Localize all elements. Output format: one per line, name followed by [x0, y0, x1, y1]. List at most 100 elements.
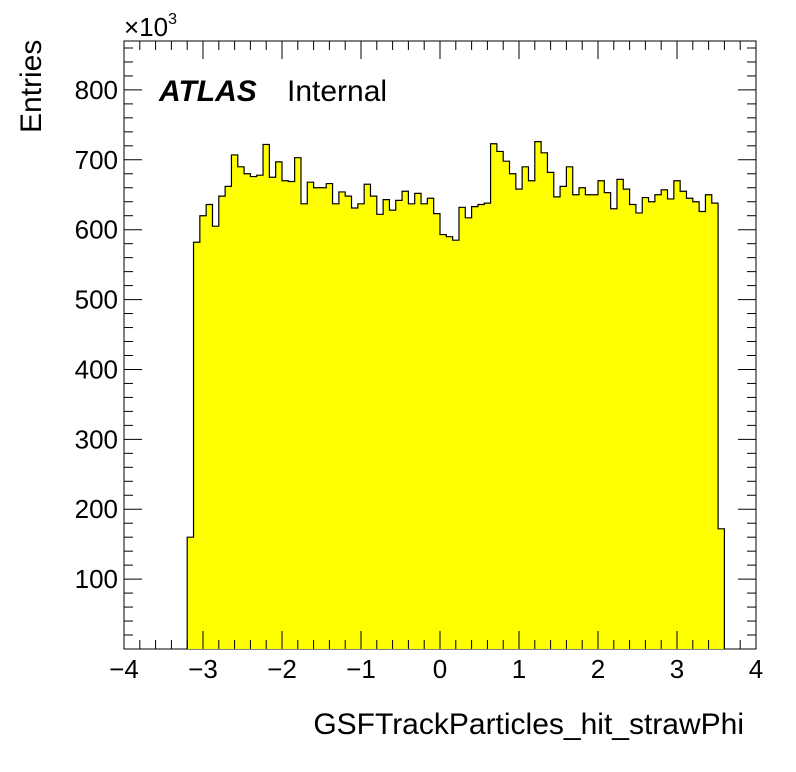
histogram-bar — [395, 200, 403, 649]
histogram-bar — [319, 187, 327, 650]
x-axis-ticks: −4 −3 −2 −1 0 1 2 3 4 — [109, 41, 763, 684]
y-tick-label: 100 — [75, 564, 118, 594]
histogram-bar — [231, 154, 239, 649]
y-tick-label: 800 — [75, 75, 118, 105]
histogram-bar — [635, 212, 643, 649]
histogram-bar — [351, 208, 359, 650]
histogram-bar — [376, 214, 384, 649]
histogram-bar — [699, 211, 706, 650]
histogram-bar — [648, 201, 656, 649]
histogram-bar — [680, 191, 687, 649]
histogram-bar — [364, 184, 371, 649]
histogram-bar — [389, 210, 397, 650]
histogram-bar — [471, 206, 479, 650]
histogram-bar — [610, 208, 618, 650]
histogram-bar — [357, 203, 365, 649]
histogram-bar — [515, 189, 523, 650]
histogram-bar — [686, 198, 694, 649]
histogram-bar — [421, 203, 428, 649]
x-tick-label: 0 — [433, 654, 447, 684]
y-tick-label: 300 — [75, 424, 118, 454]
histogram-bar — [711, 203, 719, 649]
histogram-bar — [244, 173, 251, 649]
histogram-bar — [433, 213, 441, 649]
x-tick-label: −4 — [109, 654, 139, 684]
histogram-bar — [591, 194, 599, 649]
histogram-bar — [206, 204, 213, 649]
x-tick-label: 2 — [591, 654, 605, 684]
histogram-bar — [604, 192, 611, 649]
status-label: Internal — [287, 75, 387, 108]
histogram-bar — [452, 240, 460, 649]
histogram-bar — [414, 193, 422, 649]
histogram-bar — [237, 166, 245, 650]
histogram-bar — [440, 234, 447, 649]
y-tick-label: 500 — [75, 285, 118, 315]
histogram-bar — [408, 203, 416, 649]
histogram-bar — [465, 217, 472, 649]
histogram-bar — [458, 207, 466, 650]
histogram-bar — [294, 157, 302, 649]
histogram-bar — [673, 180, 681, 649]
histogram-bar — [383, 199, 390, 649]
histogram-bar — [275, 161, 283, 649]
histogram-bar — [579, 187, 586, 650]
histogram-bar — [528, 180, 536, 649]
x-tick-label: 3 — [670, 654, 684, 684]
histogram-bar — [225, 186, 232, 650]
histogram-bar — [585, 194, 592, 649]
histogram-bar — [623, 189, 630, 650]
atlas-label: ATLAS — [158, 75, 257, 108]
histogram-bar — [667, 198, 675, 649]
histogram-bar — [300, 203, 308, 649]
histogram-bar — [250, 176, 258, 649]
histogram-bar — [288, 181, 295, 649]
histogram-bar — [522, 166, 529, 650]
histogram-bar — [705, 194, 713, 649]
histogram-bar — [642, 197, 649, 649]
y-tick-label: 400 — [75, 354, 118, 384]
histogram-bar — [566, 166, 574, 650]
histogram-bar — [263, 144, 270, 650]
y-axis-ticks: 100 200 300 400 500 600 700 800 — [75, 47, 756, 636]
histogram-bar — [256, 175, 264, 649]
y-axis-label: Entries — [15, 40, 48, 133]
histogram-bar — [326, 183, 333, 649]
histogram-bar — [629, 204, 637, 649]
histogram-bar — [218, 196, 226, 649]
histogram-bar — [332, 203, 340, 649]
histogram-bar — [572, 194, 580, 649]
y-tick-label: 200 — [75, 494, 118, 524]
histogram-bar — [313, 187, 321, 650]
histogram-bar — [553, 196, 561, 649]
histogram-bar — [547, 172, 555, 649]
histogram-bar — [187, 537, 194, 649]
histogram-bar — [269, 177, 276, 649]
histogram-bar — [345, 196, 352, 649]
histogram-bar — [370, 196, 378, 649]
histogram-bar — [661, 189, 668, 650]
x-tick-label: −2 — [267, 654, 297, 684]
histogram-bar — [654, 194, 662, 649]
y-tick-label: 600 — [75, 215, 118, 245]
histogram-bar — [446, 236, 453, 649]
x-tick-label: −1 — [346, 654, 376, 684]
histogram-bar — [718, 528, 725, 649]
histogram-bar — [541, 152, 548, 649]
x-tick-label: −3 — [188, 654, 218, 684]
histogram-bar — [496, 151, 504, 649]
histogram-bar — [199, 215, 207, 649]
x-tick-label: 1 — [512, 654, 526, 684]
histogram-bar — [193, 242, 201, 649]
histogram-outline — [186, 141, 725, 649]
histogram-bar — [616, 179, 624, 649]
histogram-bar — [484, 203, 491, 649]
histogram-bar — [477, 204, 485, 649]
x-axis-label: GSFTrackParticles_hit_strawPhi — [313, 708, 744, 741]
histogram-bar — [692, 201, 700, 649]
histogram-bar — [282, 180, 289, 649]
histogram-bar — [560, 186, 567, 650]
histogram-bar — [534, 141, 542, 650]
histogram-bar — [402, 191, 409, 649]
